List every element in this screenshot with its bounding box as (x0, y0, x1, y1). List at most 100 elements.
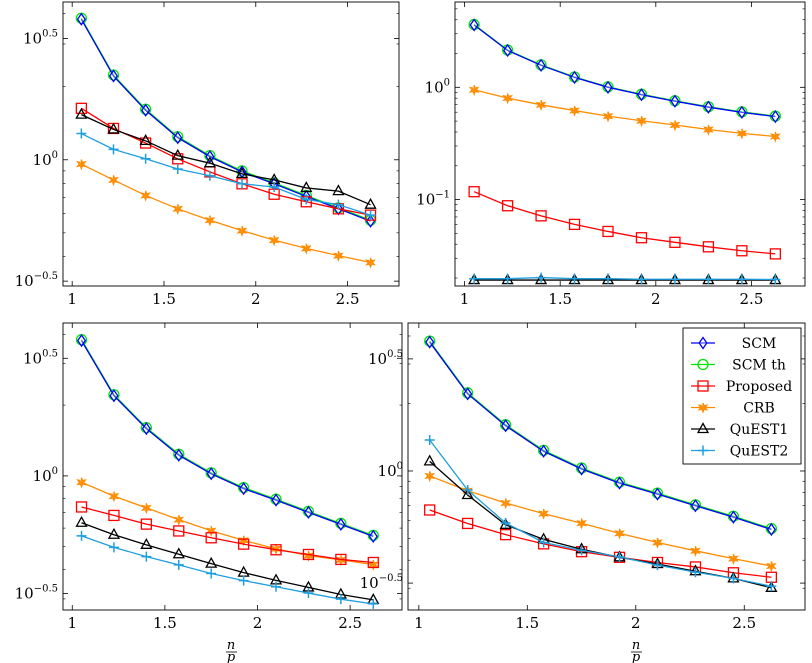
data-point (271, 581, 282, 592)
x-label-denominator: p (227, 650, 236, 663)
chart-panel-top-left: 100.5 100 10−0.5 1 1.5 2 2.5 (15, 1, 400, 308)
data-point (237, 538, 250, 550)
data-point (669, 274, 680, 285)
data-point (534, 273, 548, 285)
data-point (76, 333, 87, 348)
series-line (81, 481, 374, 566)
data-point (603, 80, 613, 94)
data-point (141, 421, 151, 436)
legend-box (682, 327, 802, 465)
data-point (205, 532, 217, 544)
series-scm-th (75, 334, 379, 542)
y-tick-label: 100.5 (23, 28, 58, 47)
series-proposed (424, 504, 778, 583)
data-point (205, 556, 218, 568)
data-point (766, 581, 777, 592)
x-tick-label: 2.5 (338, 614, 362, 632)
series-line (429, 341, 772, 531)
data-point (335, 594, 346, 605)
data-point (108, 542, 119, 553)
data-point (569, 273, 580, 284)
data-point (203, 156, 216, 168)
x-tick-label: 1 (414, 614, 424, 632)
data-point (536, 272, 547, 283)
series-quest2 (76, 128, 376, 221)
data-point (109, 389, 119, 403)
data-point (173, 525, 185, 537)
data-point (171, 148, 184, 160)
data-point (140, 518, 153, 530)
data-point (368, 529, 378, 544)
series-line (429, 439, 772, 587)
data-point (423, 454, 436, 466)
data-point (499, 529, 512, 541)
series-line (81, 132, 371, 216)
data-point (206, 568, 217, 579)
y-tick-label: 10−0.5 (15, 271, 58, 290)
data-point (569, 70, 580, 85)
series-crb (76, 477, 379, 571)
plot-frame (454, 1, 806, 287)
x-tick-label: 1 (67, 614, 77, 632)
data-point (235, 167, 249, 179)
data-point (538, 537, 549, 548)
data-point (173, 559, 184, 570)
data-point (301, 194, 312, 205)
x-tick-label: 2.5 (336, 290, 360, 308)
legend-label: SCM th (732, 358, 786, 374)
legend-entry: SCM th (691, 358, 786, 374)
x-tick-label: 2 (251, 290, 261, 308)
legend-entry: SCM (691, 336, 776, 352)
data-point (635, 232, 648, 244)
series-line (473, 89, 776, 138)
data-point (461, 488, 474, 500)
legend-marker (698, 336, 708, 350)
data-point (636, 88, 647, 102)
series-quest2 (76, 530, 379, 609)
data-point (501, 419, 511, 433)
x-tick-label: 2.5 (740, 290, 764, 308)
x-tick-label: 1.5 (548, 290, 572, 308)
data-point (336, 517, 346, 532)
data-point (364, 197, 377, 209)
y-tick-label: 100 (33, 150, 58, 169)
legend-entry: QuEST1 (691, 422, 788, 438)
data-point (703, 100, 714, 114)
legend-label: Proposed (726, 379, 792, 395)
data-point (602, 225, 614, 238)
legend-marker (698, 445, 708, 456)
data-point (728, 573, 739, 584)
series-proposed (75, 501, 379, 569)
data-point (503, 43, 513, 58)
data-point (603, 273, 614, 284)
y-tick-label: 100 (378, 461, 403, 480)
data-point (425, 335, 435, 349)
data-point (300, 181, 313, 193)
plot-frame (62, 1, 400, 287)
plot-frame (62, 322, 403, 611)
data-point (424, 435, 435, 446)
series-line (474, 276, 776, 281)
series-proposed (75, 102, 377, 221)
data-point (538, 444, 549, 458)
y-tick-label: 100.5 (23, 348, 58, 367)
y-tick-label: 10−1 (416, 190, 450, 209)
data-point (141, 103, 151, 117)
data-point (204, 170, 215, 181)
series-crb (76, 159, 376, 269)
series-line (81, 535, 374, 605)
data-point (107, 122, 120, 134)
data-point (469, 18, 479, 32)
data-point (206, 467, 216, 481)
data-point (335, 553, 347, 566)
series-line (81, 163, 371, 264)
data-point (769, 248, 782, 260)
series-scm (469, 18, 780, 124)
data-point (614, 551, 625, 562)
data-point (652, 560, 663, 571)
data-point (239, 481, 249, 496)
data-point (424, 504, 436, 516)
series-scm (76, 333, 378, 544)
y-tick-label: 10−0.5 (15, 584, 58, 603)
